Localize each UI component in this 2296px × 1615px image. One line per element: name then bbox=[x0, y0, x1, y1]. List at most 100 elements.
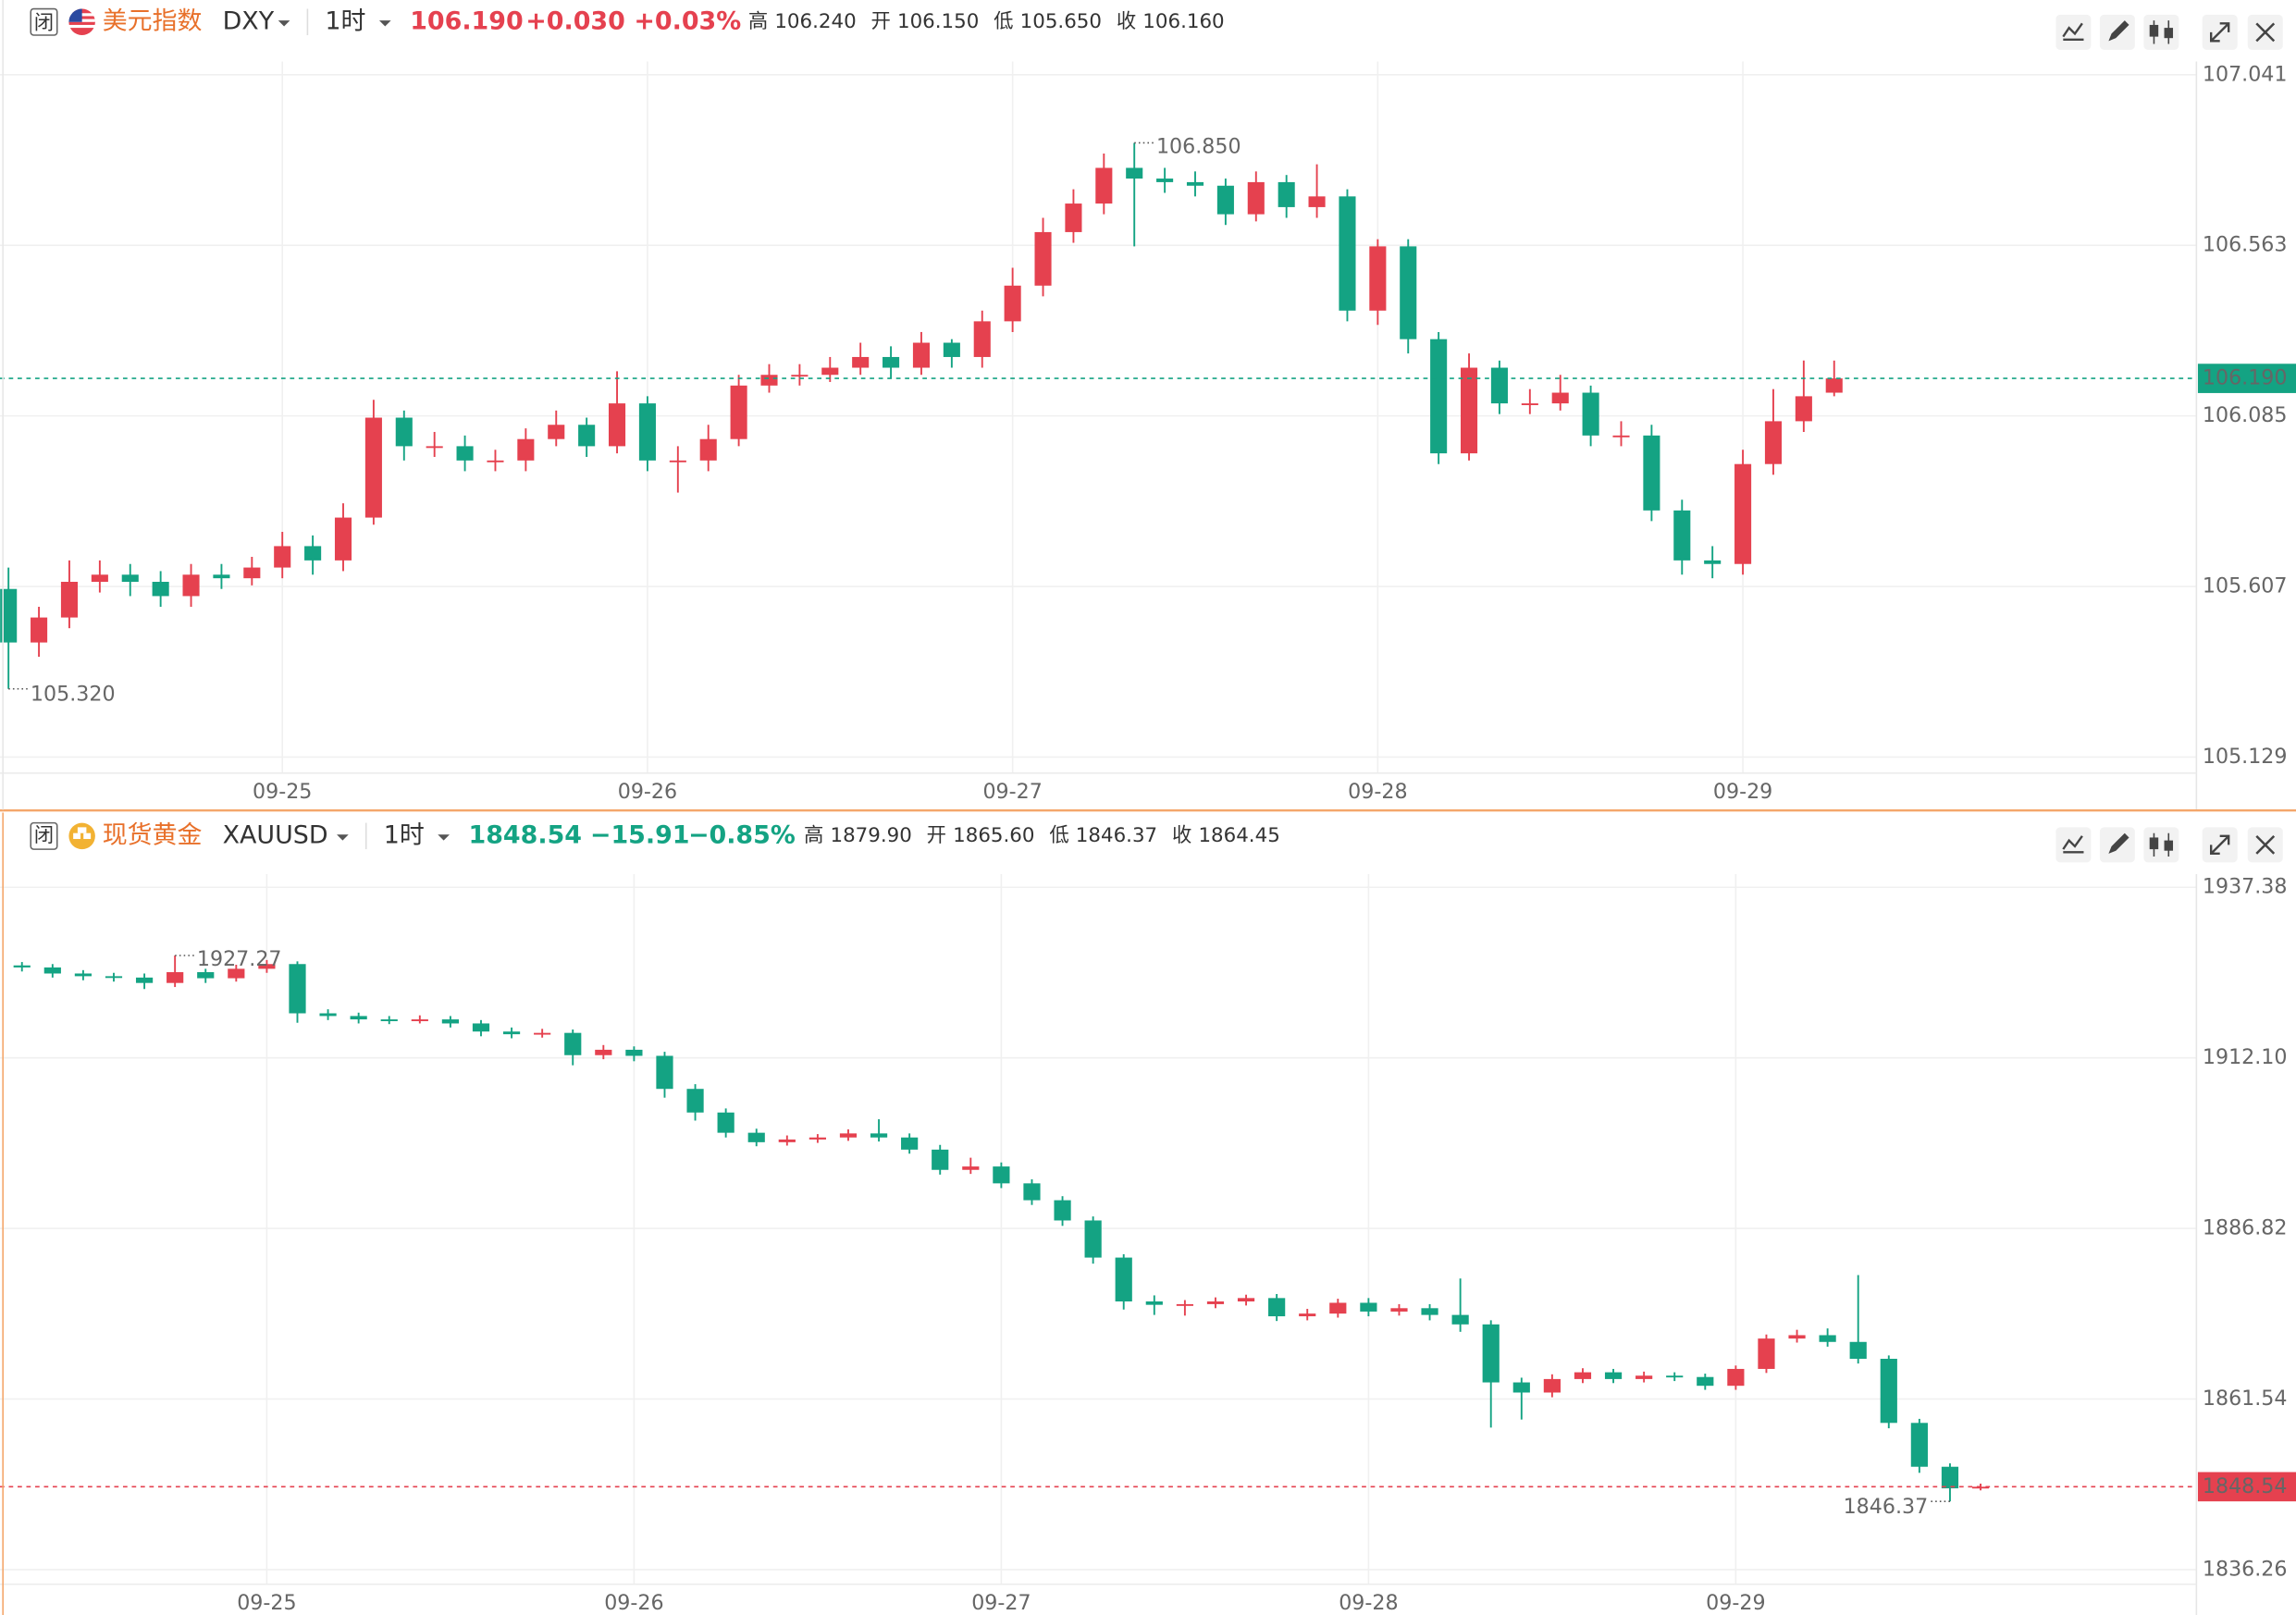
candle-body bbox=[1666, 1375, 1684, 1378]
candle-body bbox=[993, 1166, 1010, 1184]
candle-body bbox=[564, 1032, 582, 1055]
dropdown-caret[interactable] bbox=[378, 20, 391, 27]
candle-body bbox=[1186, 181, 1204, 186]
candle-body bbox=[1849, 1341, 1867, 1360]
candle-body bbox=[1582, 392, 1599, 436]
candle-body bbox=[1574, 1372, 1592, 1379]
change: +0.030 bbox=[525, 6, 625, 35]
x-tick-label: 09-27 bbox=[982, 780, 1042, 804]
candle-body bbox=[441, 1019, 460, 1024]
badge: 闭 bbox=[34, 11, 54, 34]
candle-body bbox=[1643, 435, 1660, 511]
price-tag bbox=[2197, 364, 2296, 393]
candle-body bbox=[1727, 1368, 1745, 1387]
candle-body bbox=[1819, 1335, 1836, 1342]
y-tick-label: 1937.38 bbox=[2203, 875, 2288, 899]
y-tick-label: 106.085 bbox=[2203, 403, 2288, 427]
candle-body bbox=[686, 1089, 704, 1113]
chart-type-button[interactable] bbox=[2143, 14, 2179, 50]
candle-body bbox=[1065, 203, 1082, 232]
candle-body bbox=[1636, 1375, 1653, 1379]
icon bbox=[2210, 834, 2230, 856]
candle-body bbox=[243, 567, 261, 579]
candle-body bbox=[1339, 196, 1356, 311]
last-price: 1848.54 bbox=[469, 820, 582, 849]
dropdown-caret[interactable] bbox=[438, 834, 450, 841]
x-tick-label: 09-25 bbox=[253, 780, 312, 804]
candle-body bbox=[1126, 167, 1143, 179]
max-label: 1927.27 bbox=[197, 947, 282, 971]
symbol[interactable]: XAUUSD bbox=[223, 820, 328, 849]
candle-body bbox=[1941, 1466, 1959, 1489]
y-tick-label: 1861.54 bbox=[2203, 1387, 2288, 1411]
candle-body bbox=[426, 446, 443, 449]
candle-body bbox=[534, 1032, 551, 1035]
y-tick-label: 1886.82 bbox=[2203, 1216, 2288, 1240]
candle-body bbox=[1145, 1301, 1163, 1305]
candle-body bbox=[1543, 1378, 1561, 1393]
candle-body bbox=[1673, 510, 1691, 561]
candle-body bbox=[1451, 1314, 1469, 1325]
flag-icon bbox=[68, 8, 95, 36]
candle-body bbox=[182, 574, 200, 597]
plot-layers: 107.041 106.563 106.085 105.607 105.129 09-25… bbox=[0, 61, 2296, 1615]
candle-body bbox=[456, 446, 474, 461]
candle-body bbox=[1216, 185, 1234, 215]
chart-panel: 1937.38 1912.10 1886.82 1861.54 1836.26 09-25… bbox=[0, 874, 2296, 1615]
x-tick-label: 09-28 bbox=[1339, 1591, 1398, 1615]
candle-body bbox=[304, 546, 322, 561]
badge-box[interactable] bbox=[30, 7, 58, 36]
ohlc-value: 1865.60 bbox=[953, 824, 1034, 847]
badge-box[interactable] bbox=[30, 821, 58, 850]
candle-body bbox=[717, 1112, 734, 1133]
y-tick-label: 107.041 bbox=[2203, 62, 2288, 86]
x-tick-label: 09-28 bbox=[1348, 780, 1407, 804]
chart-type-button[interactable] bbox=[2143, 827, 2179, 863]
candle-body bbox=[1521, 403, 1538, 406]
change: −15.91 bbox=[590, 820, 690, 849]
x-tick-label: 09-26 bbox=[604, 1591, 663, 1615]
candle-body bbox=[1308, 196, 1326, 207]
candle-body bbox=[380, 1019, 398, 1021]
candle-body bbox=[74, 973, 93, 977]
candle-body bbox=[1482, 1324, 1500, 1383]
candle-body bbox=[1697, 1376, 1714, 1387]
candle-body bbox=[595, 1049, 612, 1055]
ohlc-value: 1864.45 bbox=[1198, 824, 1279, 847]
candle-body bbox=[13, 965, 31, 968]
gold-icon bbox=[68, 822, 95, 850]
last-price: 106.190 bbox=[410, 6, 523, 35]
candle-body bbox=[121, 574, 139, 583]
candle-body bbox=[656, 1055, 673, 1090]
candle-body bbox=[60, 582, 79, 618]
candle-body bbox=[289, 964, 306, 1014]
dropdown-caret[interactable] bbox=[337, 834, 349, 841]
dropdown-caret[interactable] bbox=[278, 20, 290, 27]
ohlc-label: 收 bbox=[1172, 824, 1191, 847]
candle-body bbox=[791, 375, 809, 377]
price-tag-label: 1848.54 bbox=[2203, 1474, 2288, 1498]
interval[interactable]: 1时 bbox=[384, 820, 425, 849]
x-tick-label: 09-27 bbox=[971, 1591, 1031, 1615]
icon bbox=[2210, 22, 2230, 43]
candle-body bbox=[395, 417, 413, 447]
candle-body bbox=[1612, 435, 1630, 438]
change-percent: −0.85% bbox=[688, 820, 796, 849]
candle-body bbox=[1390, 1308, 1408, 1312]
candle-body bbox=[1421, 1308, 1438, 1315]
interval[interactable]: 1时 bbox=[325, 6, 365, 35]
badge: 闭 bbox=[34, 824, 54, 847]
candle-body bbox=[502, 1031, 521, 1035]
icon bbox=[2164, 840, 2174, 851]
candle-body bbox=[1369, 246, 1387, 311]
candle-body bbox=[1023, 1183, 1041, 1201]
candle-body bbox=[1971, 1486, 1990, 1489]
candle-body bbox=[1084, 1220, 1102, 1258]
candle-body bbox=[901, 1137, 919, 1150]
icon bbox=[2108, 832, 2129, 854]
ohlc-label: 开 bbox=[871, 10, 891, 33]
ohlc-label: 高 bbox=[804, 824, 823, 847]
candle-body bbox=[973, 321, 991, 357]
symbol[interactable]: DXY bbox=[223, 6, 275, 35]
